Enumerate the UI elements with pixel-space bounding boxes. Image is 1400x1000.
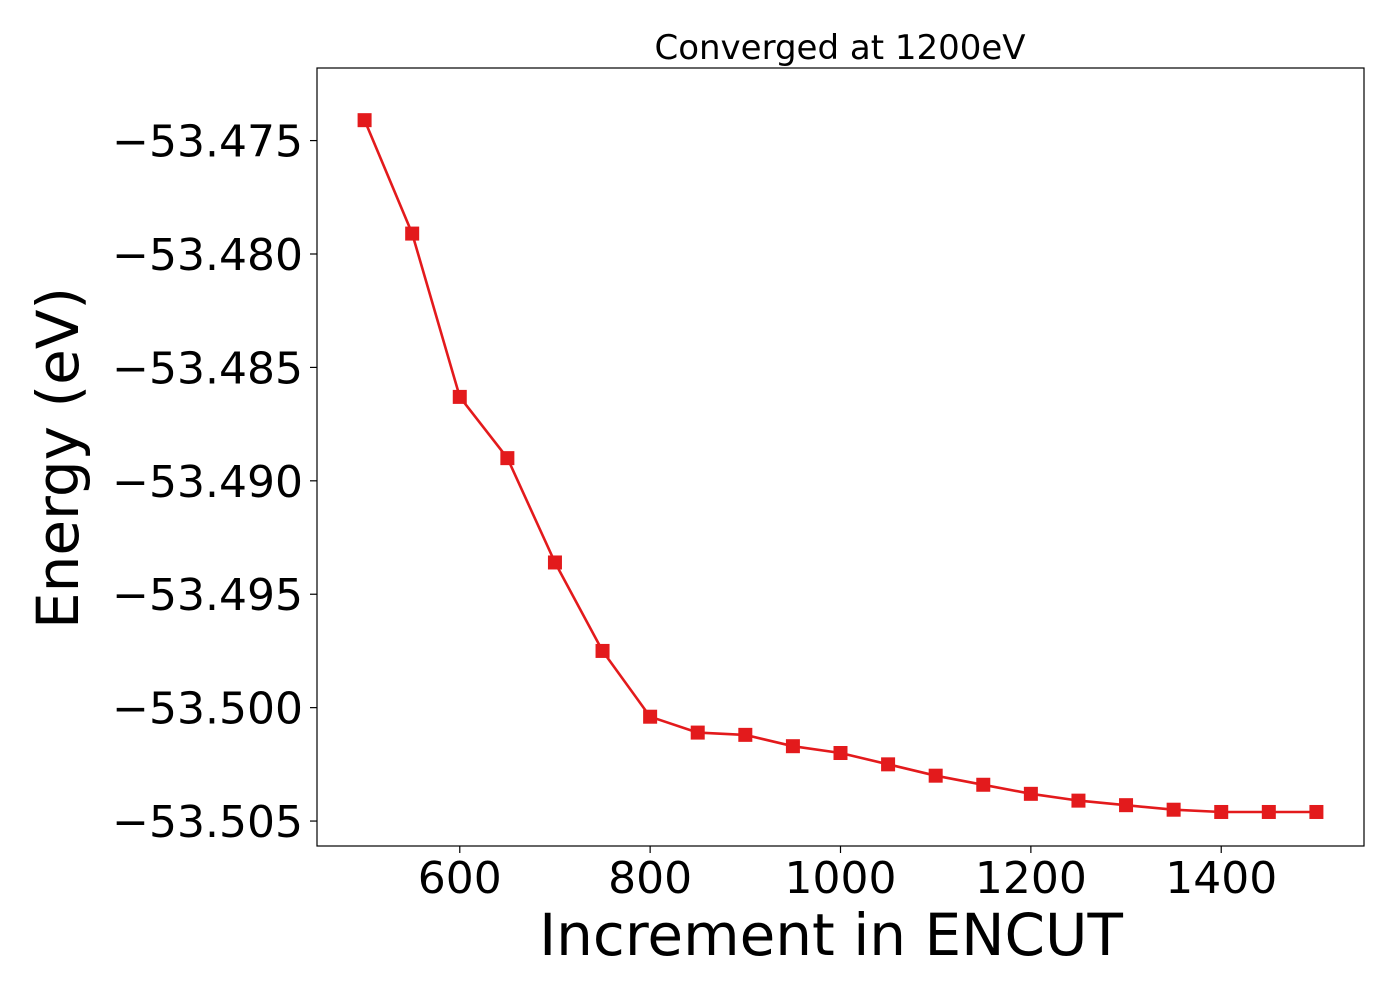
data-point	[595, 643, 610, 658]
y-tick-label: −53.495	[112, 570, 303, 621]
data-point	[357, 113, 372, 128]
data-point	[405, 226, 420, 241]
y-tick-label: −53.480	[112, 230, 303, 281]
data-point	[785, 739, 800, 754]
y-tick-label: −53.485	[112, 343, 303, 394]
chart-title: Converged at 1200eV	[654, 28, 1025, 68]
data-point	[690, 725, 705, 740]
data-point	[881, 757, 896, 772]
y-tick-label: −53.490	[112, 457, 303, 508]
y-tick-label: −53.505	[112, 797, 303, 848]
x-tick-label: 1200	[975, 853, 1087, 904]
data-point	[833, 746, 848, 761]
y-axis-label: Energy (eV)	[24, 287, 92, 629]
x-tick-label: 1400	[1165, 853, 1277, 904]
data-point	[976, 777, 991, 792]
x-tick-label: 1000	[785, 853, 897, 904]
data-point	[452, 389, 467, 404]
data-point	[500, 451, 515, 466]
data-point	[1071, 793, 1086, 808]
data-point	[1261, 804, 1276, 819]
plot-area	[357, 113, 1324, 819]
data-point	[547, 555, 562, 570]
x-tick-label: 800	[608, 853, 692, 904]
y-tick-label: −53.475	[112, 117, 303, 168]
data-point	[1119, 798, 1134, 813]
data-point	[738, 727, 753, 742]
data-point	[1166, 802, 1181, 817]
y-tick-label: −53.500	[112, 684, 303, 735]
x-tick-label: 600	[418, 853, 502, 904]
data-point	[1023, 786, 1038, 801]
data-point	[643, 709, 658, 724]
data-point	[928, 768, 943, 783]
data-point	[1309, 804, 1324, 819]
x-axis-label: Increment in ENCUT	[539, 901, 1123, 969]
data-point	[1214, 804, 1229, 819]
